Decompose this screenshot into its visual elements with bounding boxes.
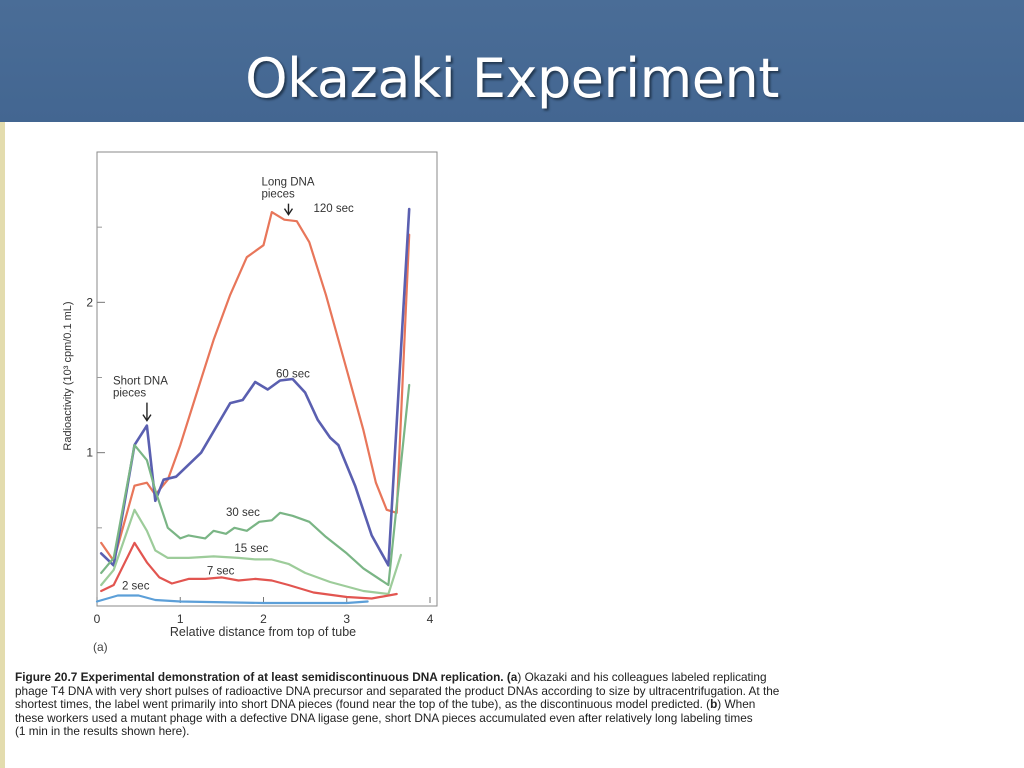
- caption-line-1-part-0: phage T4 DNA with very short pulses of r…: [15, 683, 780, 698]
- series-label-7-sec: 7 sec: [207, 565, 235, 577]
- y-tick-label-0: 1: [86, 446, 93, 460]
- x-tick-label-3: 3: [343, 612, 350, 626]
- figure-caption: Figure 20.7 Experimental demonstration o…: [15, 670, 1010, 739]
- caption-line-4-part-0: (1 min in the results shown here).: [15, 724, 190, 739]
- caption-line-2-part-0: shortest times, the label went primarily…: [15, 697, 711, 712]
- series-line-7-sec: [100, 541, 398, 600]
- annotation-arrow-head-0: [283, 208, 294, 216]
- series-label-60-sec: 60 sec: [276, 369, 310, 381]
- annotation-0-line-1: pieces: [261, 189, 294, 201]
- slide-title: Okazaki Experiment: [245, 47, 779, 110]
- series-label-120-sec: 120 sec: [313, 203, 354, 215]
- caption-line-4: (1 min in the results shown here).: [15, 725, 1010, 739]
- y-axis-label: Radioactivity (10³ cpm/0.1 mL): [62, 301, 74, 450]
- annotation-1-line-1: pieces: [113, 388, 146, 400]
- radioactivity-line-chart: 0 1 2 3 4 1 2 120 sec 60 sec 30 sec 15 sec 7 sec 2 …: [62, 151, 438, 654]
- series-line-120-sec: [100, 211, 411, 563]
- series-label-30-sec: 30 sec: [226, 507, 260, 519]
- caption-line-1: phage T4 DNA with very short pulses of r…: [15, 683, 1010, 699]
- annotation-0-line-0: Long DNA: [261, 177, 314, 189]
- caption-line-3-part-0: these workers used a mutant phage with a…: [15, 710, 753, 725]
- caption-line-0: Figure 20.7 Experimental demonstration o…: [15, 670, 1010, 685]
- x-tick-label-4: 4: [427, 612, 434, 626]
- caption-line-2-part-1: b: [710, 697, 718, 712]
- x-axis-label: Relative distance from top of tube: [170, 625, 356, 639]
- y-tick-label-1: 2: [86, 295, 93, 309]
- caption-line-2-part-2: ) When: [717, 697, 756, 712]
- caption-line-0-part-1: a: [510, 670, 518, 684]
- caption-line-2: shortest times, the label went primarily…: [15, 697, 1010, 712]
- series-line-60-sec: [99, 207, 411, 567]
- caption-line-0-part-0: Figure 20.7 Experimental demonstration o…: [15, 670, 511, 684]
- plot-frame: [96, 151, 438, 607]
- series-label-2-sec: 2 sec: [122, 580, 150, 592]
- annotation-arrow-head-1: [142, 414, 152, 422]
- panel-label: (a): [93, 640, 108, 654]
- x-tick-label-2: 2: [260, 612, 267, 626]
- caption-line-0-part-2: ) Okazaki and his colleagues labeled rep…: [517, 670, 767, 684]
- annotation-1-line-0: Short DNA: [113, 376, 168, 388]
- caption-line-3: these workers used a mutant phage with a…: [15, 710, 1010, 726]
- series-label-15-sec: 15 sec: [234, 543, 268, 555]
- series-line-15-sec: [100, 508, 402, 596]
- x-tick-label-0: 0: [94, 612, 101, 626]
- series-line-30-sec: [100, 383, 411, 587]
- series-line-2-sec: [95, 594, 369, 605]
- x-tick-label-1: 1: [177, 612, 184, 626]
- left-accent-rule: [0, 122, 5, 768]
- title-bar: [0, 0, 1024, 122]
